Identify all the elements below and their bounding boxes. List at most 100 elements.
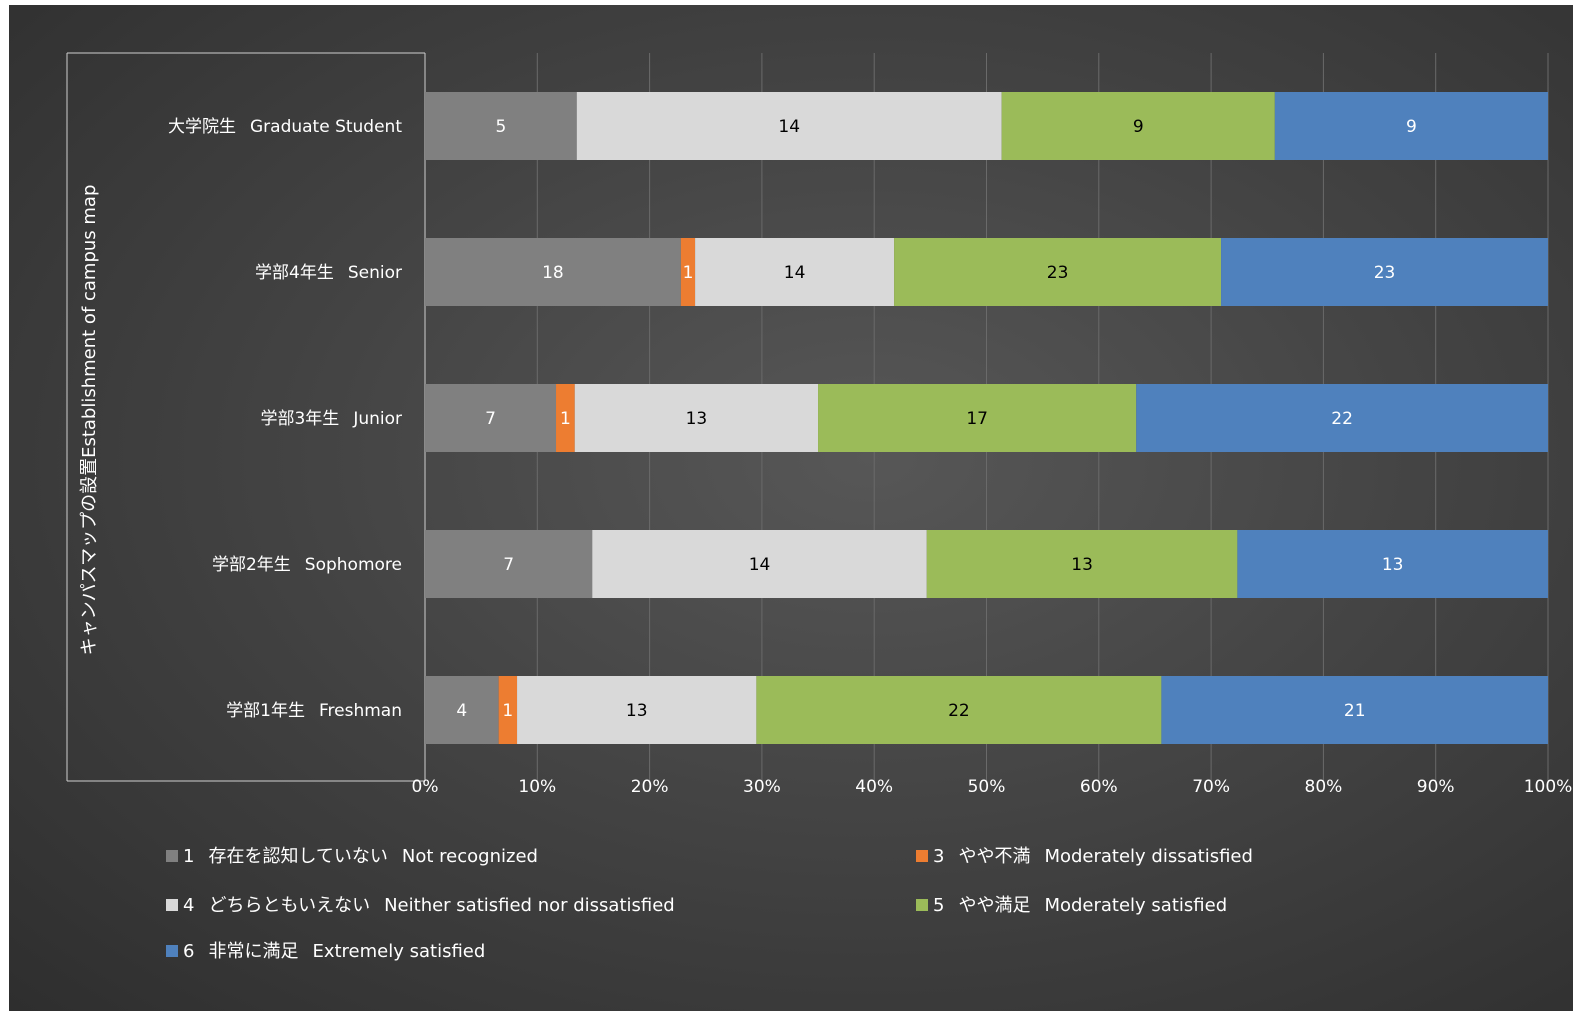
legend-entry: 5 やや満足 Moderately satisfied <box>933 895 1227 916</box>
legend-num: 4 <box>183 895 194 916</box>
x-tick-label: 70% <box>1192 777 1230 797</box>
bar-segment <box>680 238 696 306</box>
legend-entry: 6 非常に満足 Extremely satisfied <box>183 941 485 962</box>
category-label-en: Junior <box>352 409 402 429</box>
data-label: 7 <box>485 409 496 429</box>
category-label-ja: 学部2年生 <box>212 555 291 575</box>
data-label: 13 <box>1071 555 1093 575</box>
data-label: 1 <box>560 409 571 429</box>
data-label: 13 <box>686 409 708 429</box>
x-tick-label: 20% <box>631 777 669 797</box>
x-tick-label: 10% <box>518 777 556 797</box>
bar-segment <box>1221 238 1548 306</box>
data-label: 17 <box>966 409 988 429</box>
legend-swatch <box>166 945 178 957</box>
bar-segment <box>425 530 593 598</box>
category-label: 学部1年生 Freshman <box>226 701 402 721</box>
x-tick-label: 80% <box>1305 777 1343 797</box>
data-label: 23 <box>1047 263 1069 283</box>
vertical-axis-title: キャンパスマップの設置Establishment of campus map <box>79 185 100 656</box>
data-label: 22 <box>948 701 970 721</box>
category-label-ja: 学部3年生 <box>260 409 339 429</box>
data-label: 14 <box>784 263 806 283</box>
data-label: 9 <box>1133 117 1144 137</box>
data-label: 1 <box>502 701 513 721</box>
legend-swatch <box>916 899 928 911</box>
bar-segment <box>1001 92 1275 160</box>
category-label: 学部4年生 Senior <box>255 263 402 283</box>
bar-segment <box>926 530 1238 598</box>
data-label: 1 <box>683 263 694 283</box>
legend-swatch <box>166 899 178 911</box>
legend-en: Not recognized <box>402 846 538 867</box>
stacked-bar-chart: 5 14 9 918 1 14 23 237 1 13 17 227 14 13 134 1 13 22 21 大学… <box>66 52 1573 962</box>
legend-swatch <box>166 850 178 862</box>
legend-ja: やや満足 <box>958 895 1030 916</box>
category-label: 学部3年生 Junior <box>260 409 402 429</box>
legend-en: Extremely satisfied <box>312 941 485 962</box>
bar-segment <box>1274 92 1548 160</box>
legend-entry: 3 やや不満 Moderately dissatisfied <box>933 846 1253 867</box>
category-label-ja: 学部4年生 <box>255 263 334 283</box>
bar-segment <box>576 92 1002 160</box>
data-label: 21 <box>1344 701 1366 721</box>
data-label: 9 <box>1406 117 1417 137</box>
data-label: 14 <box>749 555 771 575</box>
data-label: 22 <box>1331 409 1353 429</box>
bar-segment <box>818 384 1137 452</box>
category-label-en: Graduate Student <box>250 117 402 137</box>
category-label: 学部2年生 Sophomore <box>212 555 402 575</box>
bar-segment <box>498 676 518 744</box>
x-tick-label: 40% <box>855 777 893 797</box>
legend-ja: 非常に満足 <box>208 941 298 962</box>
category-label-en: Sophomore <box>305 555 402 575</box>
bar-segment <box>894 238 1222 306</box>
legend-swatch <box>916 850 928 862</box>
bar-segment <box>1161 676 1548 744</box>
bar-segment <box>695 238 895 306</box>
category-label-ja: 大学院生 <box>168 117 236 137</box>
legend-ja: どちらともいえない <box>208 895 370 916</box>
legend-en: Moderately satisfied <box>1044 895 1227 916</box>
bar-segment <box>425 92 577 160</box>
legend-en: Neither satisfied nor dissatisfied <box>384 895 675 916</box>
category-labels: 大学院生 Graduate Student 学部4年生 Senior 学部3年生 Juni… <box>168 117 402 721</box>
x-tick-label: 30% <box>743 777 781 797</box>
bar-segment <box>1136 384 1548 452</box>
legend-entry: 1 存在を認知していない Not recognized <box>183 846 538 867</box>
x-tick-label: 0% <box>412 777 439 797</box>
x-tick-label: 100% <box>1524 777 1573 797</box>
x-tick-label: 90% <box>1417 777 1455 797</box>
category-label-en: Freshman <box>319 701 402 721</box>
data-label: 13 <box>1382 555 1404 575</box>
data-label: 14 <box>778 117 800 137</box>
chart-frame: 5 14 9 9 18 1 14 23 23 7 1 13 17 22 7 14 13 13 4 1 13 22 21 大学… <box>9 5 1573 1011</box>
data-label: 5 <box>495 117 506 137</box>
data-label: 7 <box>503 555 514 575</box>
bars: 5 14 9 9 18 1 14 23 23 7 1 13 17 22 7 14 13 13 4 1 13 22 21 <box>425 92 1548 744</box>
legend-num: 6 <box>183 941 194 962</box>
x-axis-ticks: 0% 10% 20% 30% 40% 50% 60% 70% 80% 90% 100% <box>412 777 1573 797</box>
category-label-ja: 学部1年生 <box>226 701 305 721</box>
legend-ja: 存在を認知していない <box>208 846 387 867</box>
bar-segment <box>517 676 757 744</box>
data-label: 18 <box>542 263 564 283</box>
category-label: 大学院生 Graduate Student <box>168 117 402 137</box>
bar-segment <box>574 384 819 452</box>
x-tick-label: 50% <box>968 777 1006 797</box>
data-label: 23 <box>1374 263 1396 283</box>
legend-en: Moderately dissatisfied <box>1044 846 1252 867</box>
legend-ja: やや不満 <box>958 846 1030 867</box>
bar-segment <box>756 676 1162 744</box>
bar-segment <box>425 384 557 452</box>
legend-num: 1 <box>183 846 194 867</box>
legend-num: 5 <box>933 895 944 916</box>
legend: 1 存在を認知していない Not recognized 3 やや不満 Moderately… <box>166 846 1253 962</box>
legend-num: 3 <box>933 846 944 867</box>
data-label: 4 <box>456 701 467 721</box>
bar-segment <box>592 530 927 598</box>
bar-segment <box>1237 530 1548 598</box>
bar-segment <box>425 238 681 306</box>
legend-entry: 4 どちらともいえない Neither satisfied nor dissatis… <box>183 895 675 916</box>
category-label-en: Senior <box>348 263 402 283</box>
